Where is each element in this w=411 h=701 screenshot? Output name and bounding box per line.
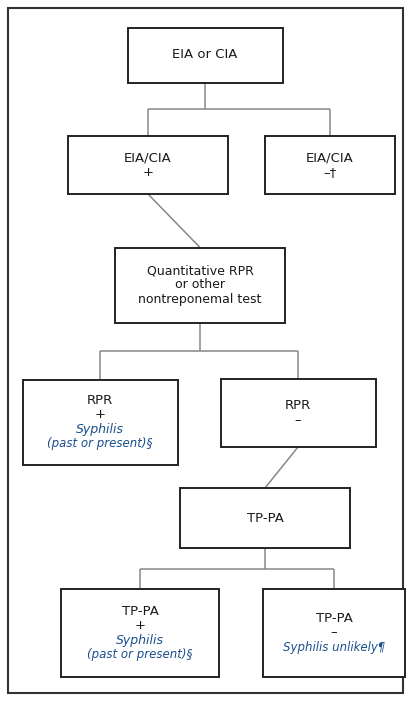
Text: TP-PA: TP-PA (316, 612, 353, 625)
Text: RPR: RPR (87, 394, 113, 407)
Text: TP-PA: TP-PA (247, 512, 284, 524)
Text: EIA/CIA: EIA/CIA (306, 151, 354, 164)
Text: –†: –† (323, 165, 337, 179)
Text: EIA or CIA: EIA or CIA (172, 48, 238, 62)
Text: or other: or other (175, 278, 225, 292)
Bar (23, 379, 178, 465)
Bar (180, 488, 350, 548)
Text: +: + (95, 408, 106, 421)
Text: +: + (134, 619, 145, 632)
Text: Quantitative RPR: Quantitative RPR (147, 264, 254, 277)
Text: (past or present)§: (past or present)§ (87, 648, 193, 661)
Bar (127, 27, 282, 83)
Bar (263, 589, 405, 677)
Text: –: – (295, 414, 301, 427)
Text: nontreponemal test: nontreponemal test (139, 293, 262, 306)
Bar (265, 136, 395, 194)
Text: Syphilis unlikely¶: Syphilis unlikely¶ (283, 641, 385, 654)
Text: RPR: RPR (285, 400, 311, 412)
Bar (68, 136, 228, 194)
Text: EIA/CIA: EIA/CIA (124, 151, 172, 164)
Text: Syphilis: Syphilis (76, 423, 124, 436)
Bar (220, 379, 376, 447)
Text: –: – (331, 627, 337, 639)
Bar (61, 589, 219, 677)
Bar (115, 247, 285, 322)
Text: Syphilis: Syphilis (116, 634, 164, 647)
Text: +: + (143, 165, 153, 179)
Text: (past or present)§: (past or present)§ (47, 437, 153, 450)
Text: TP-PA: TP-PA (122, 605, 158, 618)
